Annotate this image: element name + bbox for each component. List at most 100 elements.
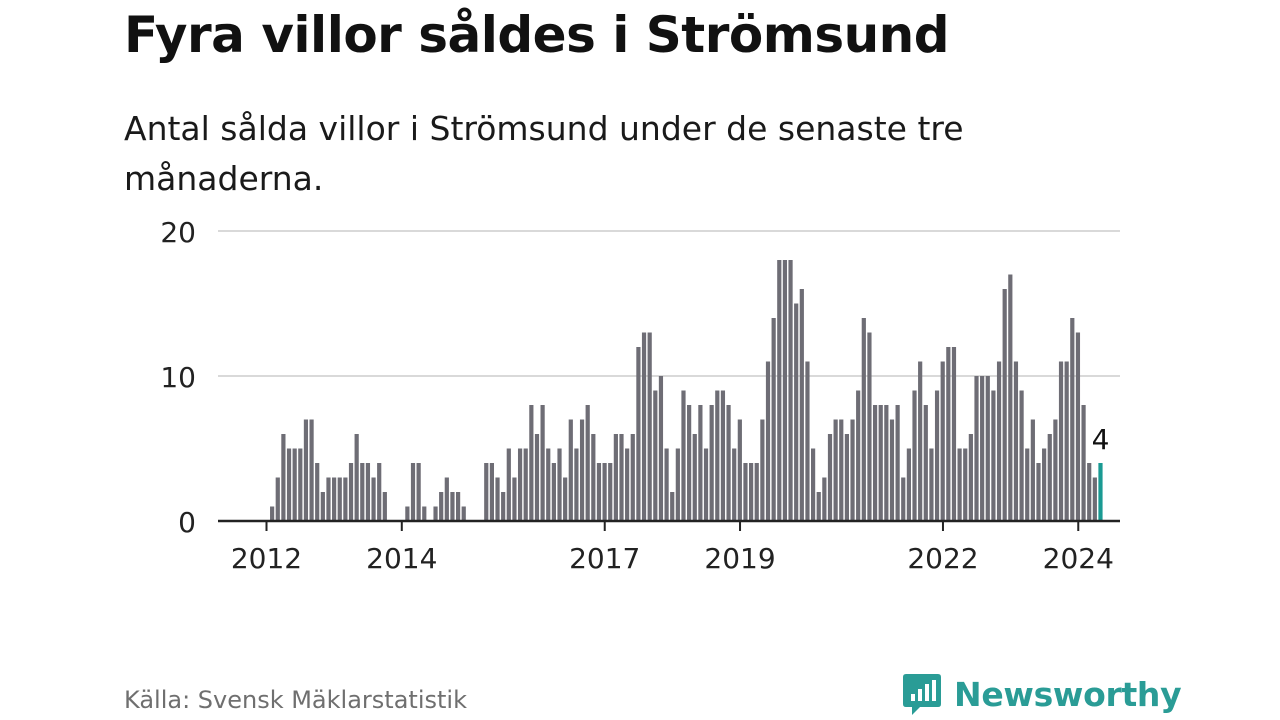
bar	[343, 477, 348, 521]
bar	[326, 477, 331, 521]
bar	[489, 463, 494, 521]
bar	[298, 448, 303, 521]
bar	[957, 448, 962, 521]
bar	[754, 463, 759, 521]
bar	[461, 506, 466, 521]
bar	[568, 419, 573, 521]
x-tick-label: 2024	[1043, 542, 1114, 575]
bar	[946, 347, 951, 521]
bar	[929, 448, 934, 521]
bar	[433, 506, 438, 521]
bar-highlight	[1098, 463, 1103, 521]
bar	[613, 434, 618, 521]
bar	[523, 448, 528, 521]
bar	[805, 361, 810, 521]
bar	[844, 434, 849, 521]
x-tick-label: 2012	[231, 542, 302, 575]
bar	[1053, 419, 1058, 521]
bar	[901, 477, 906, 521]
bar	[534, 434, 540, 521]
bar	[1064, 361, 1069, 521]
bar	[1047, 434, 1052, 521]
x-tick-label: 2014	[366, 542, 437, 575]
bar	[512, 477, 517, 521]
y-tick-label: 0	[178, 506, 196, 539]
bar	[698, 405, 703, 521]
bar	[771, 318, 776, 521]
bar	[422, 506, 427, 521]
bar	[703, 448, 709, 521]
bar	[743, 463, 748, 521]
bar	[782, 260, 788, 521]
bar	[991, 390, 996, 521]
bar	[715, 390, 720, 521]
bar	[687, 405, 692, 521]
bar	[878, 405, 883, 521]
bar	[794, 303, 799, 521]
x-tick-label: 2019	[704, 542, 775, 575]
bar	[1075, 332, 1081, 521]
bar	[839, 419, 844, 521]
bar	[540, 405, 545, 521]
bar	[636, 347, 641, 521]
bar	[275, 477, 280, 521]
bar	[501, 492, 506, 521]
labels: 0 10 20 2012 2014 2017 2019 2022 2024 4	[160, 216, 1114, 575]
bar	[1025, 448, 1030, 521]
bar	[1036, 463, 1041, 521]
bar	[439, 492, 444, 521]
bar	[681, 390, 686, 521]
source-note: Källa: Svensk Mäklarstatistik	[124, 686, 467, 714]
bar	[641, 332, 647, 521]
bar	[816, 492, 821, 521]
bar	[292, 448, 297, 521]
bar	[354, 434, 359, 521]
bar	[563, 477, 568, 521]
bar	[951, 347, 957, 521]
bar	[658, 376, 664, 521]
bar	[872, 405, 878, 521]
bar	[506, 448, 511, 521]
bar	[760, 419, 765, 521]
newsworthy-logo-icon	[903, 674, 941, 715]
x-axis	[218, 519, 1120, 531]
bar	[596, 463, 602, 521]
bar	[1092, 477, 1097, 521]
bar	[551, 463, 556, 521]
bar	[303, 419, 309, 521]
bar	[371, 477, 376, 521]
bar	[517, 448, 523, 521]
bar	[918, 361, 923, 521]
bar	[777, 260, 782, 521]
bar	[692, 434, 697, 521]
bar	[1008, 274, 1013, 521]
bar	[675, 448, 680, 521]
bar	[630, 434, 635, 521]
bar	[591, 434, 596, 521]
bar	[934, 390, 940, 521]
bar	[833, 419, 838, 521]
x-tick-label: 2017	[569, 542, 640, 575]
bar	[625, 448, 630, 521]
bar	[337, 477, 342, 521]
brand-name: Newsworthy	[954, 674, 1182, 714]
bar	[1019, 390, 1024, 521]
bar	[579, 419, 585, 521]
bar	[963, 448, 968, 521]
highlight-data-label: 4	[1092, 423, 1110, 456]
chart-title: Fyra villor såldes i Strömsund	[124, 6, 950, 64]
bar	[749, 463, 754, 521]
bar	[608, 463, 613, 521]
bar	[348, 463, 354, 521]
bar	[889, 419, 895, 521]
bar	[799, 289, 804, 521]
bar	[1002, 289, 1007, 521]
bar	[377, 463, 382, 521]
bar	[405, 506, 410, 521]
bar	[1058, 361, 1064, 521]
bar	[647, 332, 652, 521]
bar	[585, 405, 590, 521]
bar	[850, 419, 855, 521]
bar	[732, 448, 737, 521]
bar	[1087, 463, 1092, 521]
